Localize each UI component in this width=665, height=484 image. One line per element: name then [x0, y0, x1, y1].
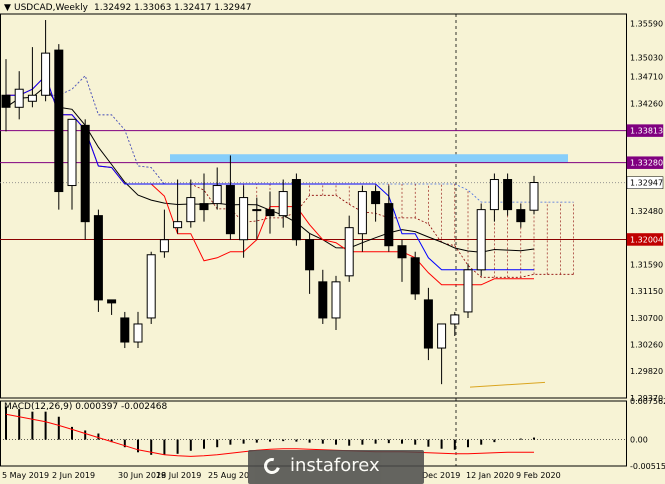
- candle-body: [1, 94, 11, 108]
- candle-body: [423, 299, 433, 349]
- candle-body: [503, 179, 513, 211]
- candle-body: [489, 179, 499, 211]
- candle-body: [93, 215, 103, 301]
- candle-body: [384, 203, 394, 247]
- time-axis-label: 9 Feb 2020: [516, 471, 561, 480]
- senkou-span-b: [45, 74, 574, 203]
- time-axis-label: 28 Jul 2019: [156, 471, 201, 480]
- candle-body: [265, 209, 275, 217]
- candle-body: [305, 239, 315, 271]
- candle-body: [133, 323, 143, 343]
- candle-body: [331, 281, 341, 319]
- candle-body: [27, 94, 37, 102]
- candle-body: [278, 191, 288, 217]
- macd-axis-label: 0.007562: [630, 397, 665, 406]
- macd-signal-line: [5, 413, 534, 457]
- price-tag-box: [626, 233, 664, 246]
- candle-body: [14, 88, 24, 108]
- candle-body: [67, 118, 77, 187]
- candle-body: [120, 317, 130, 343]
- candle-body: [318, 281, 328, 319]
- kijun-sen-line: [6, 74, 534, 271]
- price-axis-label: 1.29820: [630, 367, 663, 376]
- axes: 1.35590 1.35030 1.34710 1.34260 1.33813 1.332…: [2, 20, 665, 480]
- candle-body: [199, 203, 209, 211]
- candle-body: [159, 239, 169, 253]
- price-tag-box: [626, 124, 664, 137]
- indicator-lines: [5, 74, 546, 388]
- time-axis-label: 5 May 2019: [2, 471, 49, 480]
- candle-body: [239, 197, 249, 241]
- candle-body: [107, 299, 117, 304]
- time-axis-label: 30 Jun 2019: [118, 471, 166, 480]
- candle-body: [80, 124, 90, 223]
- symbol-label: USDCAD,Weekly: [14, 3, 89, 13]
- price-tag-label: 1.32004: [630, 235, 663, 244]
- candlesticks: [1, 20, 539, 385]
- price-tag-label: 1.33280: [630, 159, 663, 168]
- macd-panel: [0, 406, 626, 457]
- price-tag-label: 1.33813: [630, 127, 663, 136]
- price-axis-label: 1.35030: [630, 53, 663, 62]
- candle-body: [54, 49, 64, 193]
- candle-body: [225, 185, 235, 235]
- dropdown-arrow-icon[interactable]: ▼: [4, 3, 11, 13]
- watermark-logo-icon: [261, 455, 283, 477]
- price-axis-label: 1.34710: [630, 73, 663, 82]
- price-axis-label: 1.31150: [630, 287, 663, 296]
- long-moving-average-line: [469, 381, 546, 388]
- candle-body: [450, 314, 460, 325]
- candle-body: [344, 227, 354, 277]
- time-axis-label: 12 Jan 2020: [466, 471, 514, 480]
- macd-label: MACD(12,26,9) 0.000397 -0.002468: [4, 402, 167, 412]
- candle-body: [252, 209, 262, 212]
- price-axis-label: 1.35590: [630, 20, 663, 29]
- price-tag-label: 1.32947: [630, 179, 663, 188]
- ohlc-values: 1.32492 1.33063 1.32417 1.32947: [94, 3, 251, 13]
- price-axis-label: 1.32480: [630, 207, 663, 216]
- price-axis-label: 1.29370: [630, 394, 663, 403]
- price-tag-box: [626, 176, 664, 189]
- price-pane-border: [0, 13, 627, 399]
- price-tag-box: [626, 156, 664, 169]
- macd-axis-label: 0.00: [630, 436, 648, 445]
- candle-body: [212, 185, 222, 205]
- candle-body: [41, 52, 51, 96]
- price-axis-label: 1.30700: [630, 314, 663, 323]
- candle-body: [186, 197, 196, 223]
- resistance-zone: [170, 154, 568, 163]
- time-axis-label: 2 Jun 2019: [52, 471, 95, 480]
- price-axis-label: 1.34260: [630, 100, 663, 109]
- watermark-text: instaforex: [290, 455, 380, 476]
- price-axis-label: 1.31590: [630, 260, 663, 269]
- candle-body: [476, 209, 486, 271]
- macd-axis-label: -0.005151: [630, 462, 665, 471]
- candle-body: [173, 221, 183, 229]
- candle-body: [357, 191, 367, 235]
- candle-body: [410, 257, 420, 295]
- candle-body: [371, 191, 381, 205]
- watermark: instaforex: [248, 450, 424, 484]
- candle-body: [516, 209, 526, 223]
- candle-body: [463, 269, 473, 313]
- time-axis-label: 25 Aug 20: [208, 471, 249, 480]
- candle-body: [529, 182, 539, 211]
- candle-body: [437, 323, 447, 349]
- time-axis-label: Dec 2019: [422, 471, 460, 480]
- candle-body: [291, 179, 301, 241]
- price-axis-label: 1.30260: [630, 340, 663, 349]
- candle-body: [146, 254, 156, 319]
- candle-body: [397, 245, 407, 259]
- resistance-zone-rect: [170, 154, 568, 163]
